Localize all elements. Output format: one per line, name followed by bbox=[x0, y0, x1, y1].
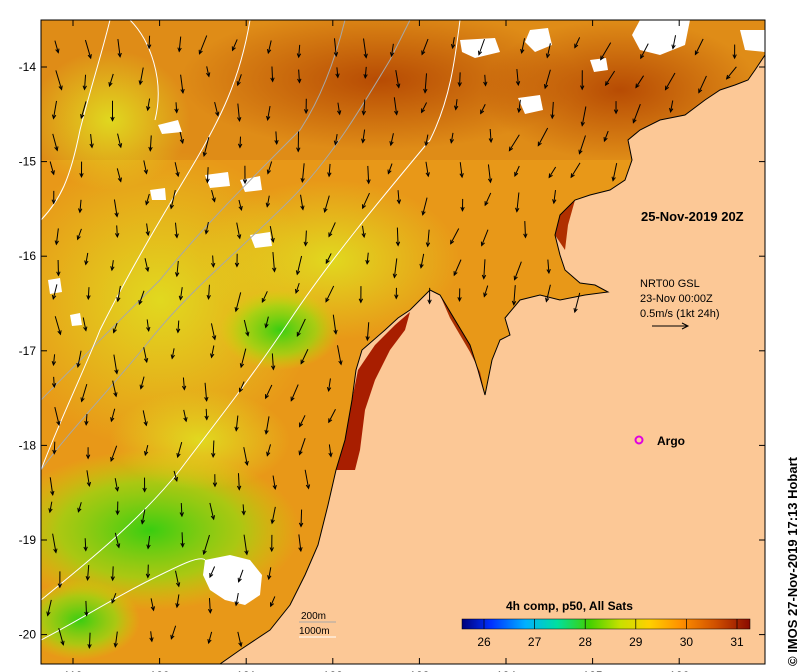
land-mass bbox=[220, 20, 765, 664]
colorbar-ticks: 26 27 28 29 30 31 bbox=[477, 619, 744, 649]
colorbar-tick-label: 28 bbox=[579, 635, 593, 649]
x-tick-label: 121 bbox=[236, 669, 256, 672]
colorbar bbox=[461, 618, 751, 630]
x-tick-label: 124 bbox=[496, 669, 516, 672]
x-tick-label: 122 bbox=[323, 669, 343, 672]
current-time-label: 23-Nov 00:00Z bbox=[640, 293, 713, 305]
y-tick-label: -20 bbox=[19, 628, 37, 642]
contour-200m-label: 200m bbox=[301, 611, 326, 622]
x-tick-label: 126 bbox=[669, 669, 689, 672]
y-tick-label: -17 bbox=[19, 344, 37, 358]
timestamp-label: 25-Nov-2019 20Z bbox=[641, 209, 744, 224]
argo-label: Argo bbox=[657, 434, 685, 448]
current-scale-label: 0.5m/s (1kt 24h) bbox=[640, 308, 719, 320]
colorbar-tick-label: 30 bbox=[680, 635, 694, 649]
x-tick-label: 119 bbox=[63, 669, 82, 672]
argo-marker bbox=[634, 435, 644, 445]
plot-frame bbox=[40, 19, 766, 665]
depth-contours bbox=[41, 20, 461, 641]
colorbar-tick-label: 31 bbox=[730, 635, 744, 649]
colorbar-tick-label: 26 bbox=[477, 635, 491, 649]
cloud-mask bbox=[48, 20, 765, 605]
current-vectors bbox=[46, 35, 737, 650]
x-tick-label: 120 bbox=[150, 669, 170, 672]
y-tick-label: -15 bbox=[19, 155, 37, 169]
y-axis: -14 -15 -16 -17 -18 -19 -20 bbox=[19, 60, 765, 642]
y-tick-label: -16 bbox=[19, 249, 37, 263]
x-axis: 119 120 121 122 123 124 125 126 bbox=[63, 20, 690, 672]
x-tick-label: 123 bbox=[409, 669, 429, 672]
colorbar-tick-label: 27 bbox=[528, 635, 542, 649]
x-tick-label: 125 bbox=[583, 669, 603, 672]
y-tick-label: -19 bbox=[19, 533, 37, 547]
contour-1000m-label: 1000m bbox=[299, 626, 330, 637]
current-source-label: NRT00 GSL bbox=[640, 278, 700, 290]
y-tick-label: -14 bbox=[19, 60, 37, 74]
y-tick-label: -18 bbox=[19, 438, 37, 452]
scale-arrow bbox=[652, 322, 690, 330]
colorbar-tick-label: 29 bbox=[629, 635, 643, 649]
credit-label: © IMOS 27-Nov-2019 17:13 Hobart bbox=[785, 457, 800, 666]
colorbar-title: 4h comp, p50, All Sats bbox=[506, 599, 633, 613]
